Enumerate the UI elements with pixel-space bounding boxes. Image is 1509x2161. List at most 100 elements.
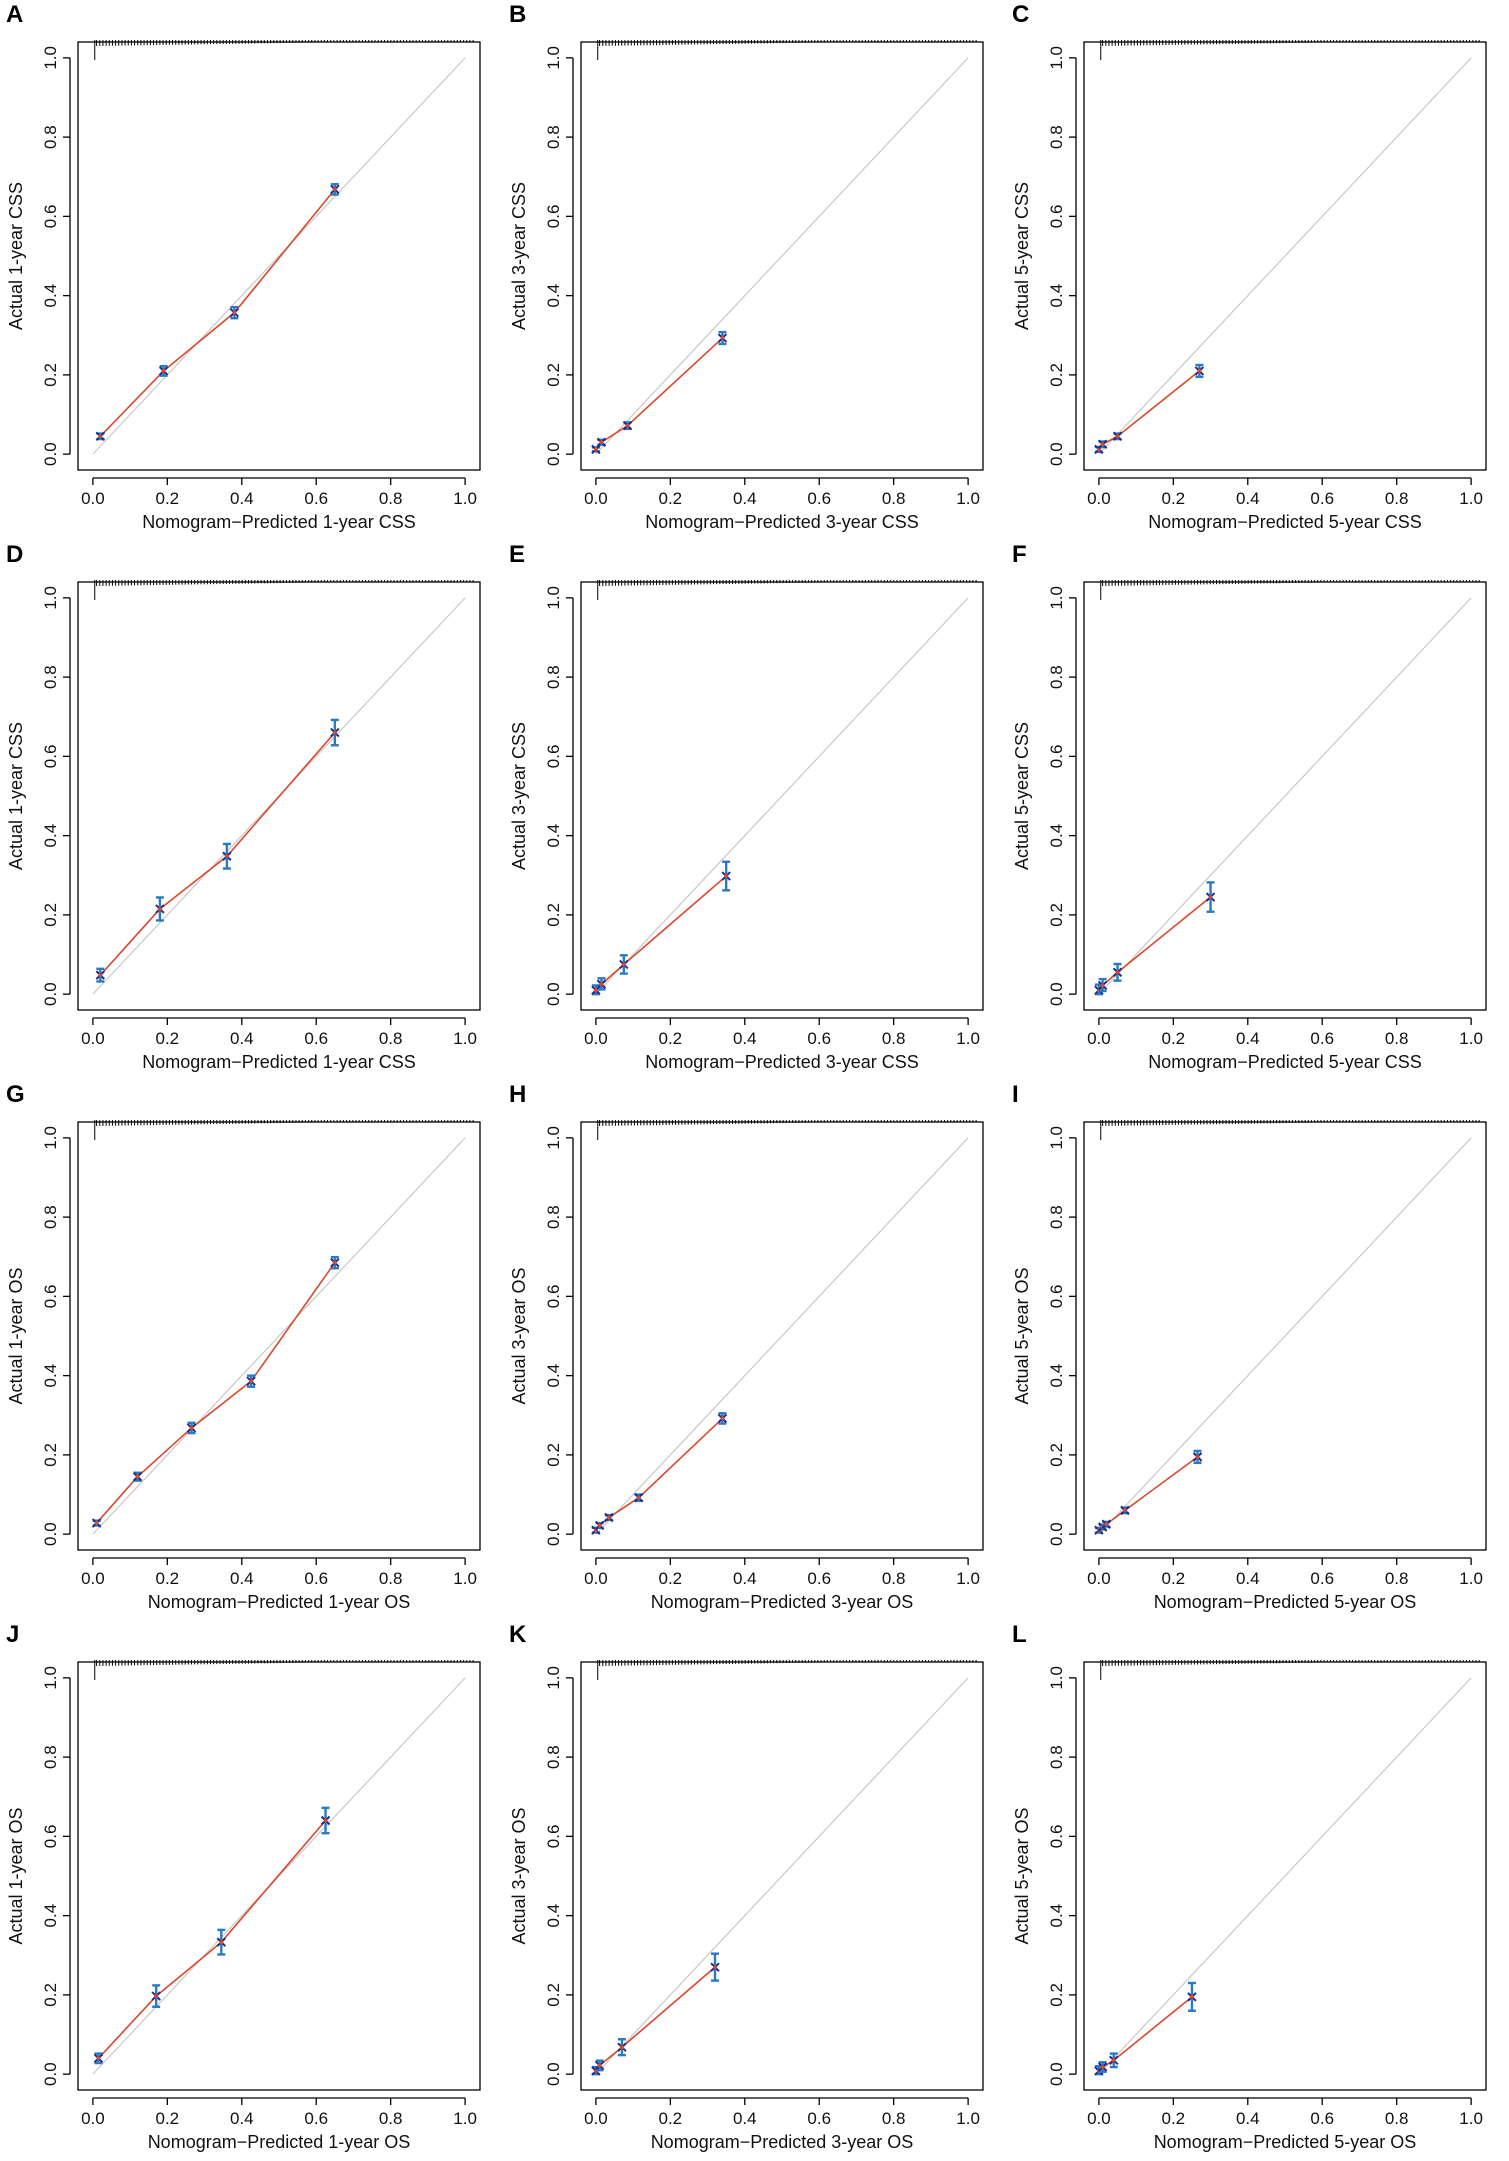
calibration-point <box>1120 1505 1130 1516</box>
x-tick-label: 0.4 <box>733 1029 757 1048</box>
plot-frame <box>77 41 481 471</box>
y-axis-title: Actual 1-year OS <box>6 1807 26 1944</box>
y-tick-label: 0.8 <box>41 125 60 149</box>
x-axis-title: Nomogram−Predicted 3-year CSS <box>645 512 919 532</box>
panel-letter: L <box>1012 1621 1027 1648</box>
y-tick-label: 0.0 <box>41 442 60 466</box>
prediction-rug <box>94 580 474 600</box>
x-tick-label: 0.6 <box>304 1029 328 1048</box>
point-dot <box>249 1379 254 1384</box>
x-tick-label: 0.6 <box>807 1029 831 1048</box>
y-tick-label: 0.2 <box>544 1983 563 2007</box>
y-tick-label: 0.4 <box>1047 1364 1066 1388</box>
calibration-line <box>99 732 336 976</box>
x-tick-label: 1.0 <box>453 2109 477 2128</box>
calibration-point <box>594 2059 605 2072</box>
panel-letter: J <box>6 1621 19 1648</box>
calibration-point <box>330 183 340 196</box>
x-tick-label: 0.4 <box>733 489 757 508</box>
x-axis-title: Nomogram−Predicted 1-year OS <box>148 2132 411 2152</box>
point-dot <box>135 1474 140 1479</box>
x-axis: 0.0 0.2 0.4 0.6 0.8 1.0 <box>81 1017 477 1048</box>
x-tick-label: 1.0 <box>956 1569 980 1588</box>
x-axis-title: Nomogram−Predicted 1-year CSS <box>142 512 416 532</box>
prediction-rug <box>94 1120 474 1140</box>
ideal-line <box>1098 1137 1472 1535</box>
point-dot <box>1100 2065 1105 2070</box>
panel-letter: F <box>1012 541 1027 568</box>
point-dot <box>1100 983 1105 988</box>
calibration-line <box>99 188 336 437</box>
calibration-point <box>158 364 169 377</box>
calibration-line <box>96 1262 336 1524</box>
calibration-point <box>95 967 106 983</box>
point-dot <box>1122 1508 1127 1513</box>
calibration-point <box>594 1520 605 1531</box>
calibration-point <box>151 1984 161 2008</box>
y-axis-title: Actual 3-year OS <box>509 1267 529 1404</box>
point-dot <box>1115 434 1120 439</box>
ideal-line <box>595 57 969 455</box>
panel-letter: K <box>509 1621 527 1648</box>
x-tick-label: 1.0 <box>453 1569 477 1588</box>
y-tick-label: 0.2 <box>1047 1443 1066 1467</box>
calibration-point <box>1112 962 1123 982</box>
x-tick-label: 0.6 <box>1310 489 1334 508</box>
y-axis: 0.0 0.2 0.4 0.6 0.8 1.0 <box>1047 1666 1077 2086</box>
x-tick-label: 0.0 <box>1087 1029 1111 1048</box>
calibration-panel-f: F 0.0 0.2 0.4 0.6 0.8 1.0 0.0 0.2 0.4 0.6 0.8 1.0 Nom… <box>1012 541 1487 1072</box>
x-tick-label: 0.8 <box>379 1569 403 1588</box>
y-tick-label: 0.6 <box>544 205 563 229</box>
calibration-point <box>93 2052 104 2065</box>
point-dot <box>636 1495 641 1500</box>
y-tick-label: 0.4 <box>1047 1904 1066 1928</box>
x-tick-label: 0.4 <box>230 1569 254 1588</box>
y-tick-label: 0.6 <box>1047 1825 1066 1849</box>
x-axis-title: Nomogram−Predicted 1-year OS <box>148 1592 411 1612</box>
calibration-point <box>1187 1981 1197 2012</box>
y-tick-label: 0.6 <box>41 205 60 229</box>
calibration-point <box>591 444 601 455</box>
plot-frame <box>77 581 481 1011</box>
point-dot <box>94 1521 99 1526</box>
x-tick-label: 0.6 <box>807 489 831 508</box>
y-tick-label: 0.8 <box>41 1745 60 1769</box>
y-tick-label: 0.0 <box>1047 982 1066 1006</box>
y-tick-label: 0.8 <box>544 1205 563 1229</box>
x-tick-label: 0.4 <box>1236 1569 1260 1588</box>
calibration-point <box>216 1928 227 1956</box>
panel-letter: C <box>1012 1 1029 28</box>
x-tick-label: 1.0 <box>956 2109 980 2128</box>
y-tick-label: 0.8 <box>544 665 563 689</box>
y-tick-label: 1.0 <box>1047 46 1066 70</box>
calibration-panel-c: C 0.0 0.2 0.4 0.6 0.8 1.0 0.0 0.2 0.4 0.6 0.8 1.0 Nom… <box>1012 1 1487 532</box>
calibration-point <box>1097 439 1108 449</box>
x-tick-label: 0.2 <box>1162 2109 1186 2128</box>
prediction-rug <box>597 1120 977 1140</box>
plot-frame <box>580 1661 984 2091</box>
y-axis-title: Actual 5-year CSS <box>1012 182 1032 330</box>
calibration-point <box>320 1806 331 1835</box>
plot-frame <box>77 1661 481 2091</box>
x-tick-label: 0.6 <box>304 1569 328 1588</box>
point-dot <box>332 1260 337 1265</box>
point-dot <box>720 336 725 341</box>
x-axis-title: Nomogram−Predicted 5-year CSS <box>1148 512 1422 532</box>
x-tick-label: 0.0 <box>584 2109 608 2128</box>
panel-letter: I <box>1012 1081 1019 1108</box>
panel-letter: D <box>6 541 23 568</box>
x-axis: 0.0 0.2 0.4 0.6 0.8 1.0 <box>1087 1017 1483 1048</box>
prediction-rug <box>94 40 474 60</box>
x-tick-label: 1.0 <box>453 489 477 508</box>
prediction-rug <box>597 40 977 60</box>
y-tick-label: 0.6 <box>544 745 563 769</box>
x-axis: 0.0 0.2 0.4 0.6 0.8 1.0 <box>1087 477 1483 508</box>
y-tick-label: 1.0 <box>544 46 563 70</box>
x-tick-label: 0.2 <box>659 2109 683 2128</box>
x-axis-title: Nomogram−Predicted 1-year CSS <box>142 1052 416 1072</box>
y-tick-label: 0.8 <box>41 665 60 689</box>
x-tick-label: 0.8 <box>882 1029 906 1048</box>
ideal-line <box>92 57 466 455</box>
x-tick-label: 1.0 <box>1459 2109 1483 2128</box>
y-tick-label: 1.0 <box>544 1126 563 1150</box>
